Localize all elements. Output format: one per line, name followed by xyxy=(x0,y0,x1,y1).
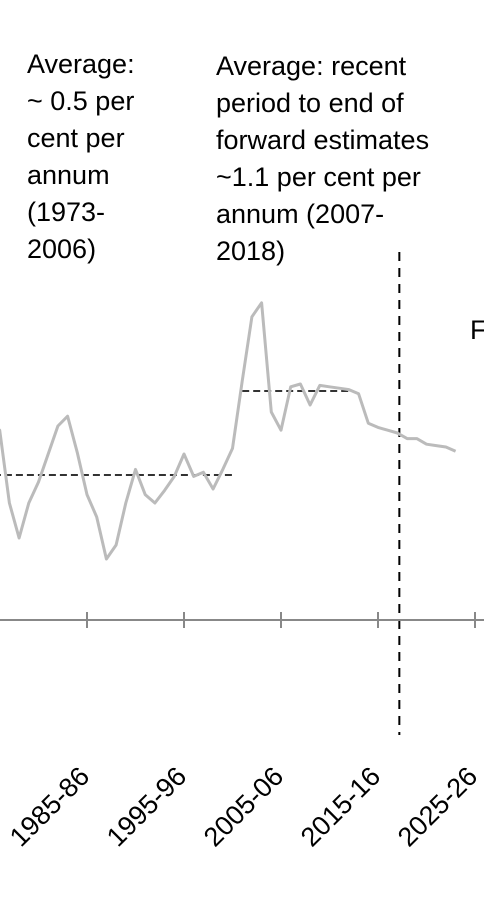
edge-label-fragment: F xyxy=(470,315,484,345)
x-tick-label: 2025-26 xyxy=(392,761,483,852)
annotation-line: period to end of xyxy=(216,88,404,118)
annotation-average-historical: Average: ~ 0.5 per cent per annum (1973-… xyxy=(27,46,135,268)
annotation-average-recent: Average: recent period to end of forward… xyxy=(216,48,429,270)
annotation-line: Average: xyxy=(27,49,135,79)
annotation-line: annum xyxy=(27,160,110,190)
annotation-line: forward estimates xyxy=(216,125,430,155)
annotation-line: 2018) xyxy=(216,236,286,266)
annotation-line: annum (2007- xyxy=(216,199,385,229)
annotation-line: ~ 0.5 per xyxy=(27,86,135,116)
x-tick-label: 1995-96 xyxy=(101,761,192,852)
annotation-line: ~1.1 per cent per xyxy=(216,162,421,192)
x-tick-label: 2015-16 xyxy=(295,761,386,852)
annotation-line: 2006) xyxy=(27,234,97,264)
series-line-1 xyxy=(0,301,457,561)
x-tick-label: 2005-06 xyxy=(198,761,289,852)
annotation-line: Average: recent xyxy=(216,51,407,81)
annotation-line: cent per xyxy=(27,123,125,153)
x-tick-label: 1985-86 xyxy=(4,761,95,852)
annotation-line: (1973- xyxy=(27,197,106,227)
